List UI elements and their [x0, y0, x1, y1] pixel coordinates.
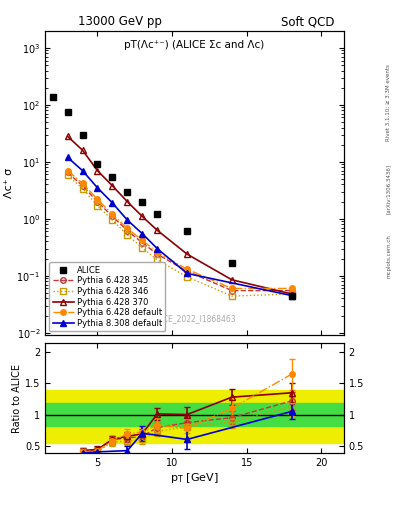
Text: Soft QCD: Soft QCD: [281, 15, 335, 28]
Text: [arXiv:1306.3436]: [arXiv:1306.3436]: [386, 164, 391, 215]
Text: ALICE_2022_I1868463: ALICE_2022_I1868463: [152, 314, 237, 323]
X-axis label: p$_\mathrm{T}$ [GeV]: p$_\mathrm{T}$ [GeV]: [170, 471, 219, 485]
Text: Rivet 3.1.10; ≥ 3.3M events: Rivet 3.1.10; ≥ 3.3M events: [386, 64, 391, 141]
Text: mcplots.cern.ch: mcplots.cern.ch: [386, 234, 391, 278]
Bar: [45, 403, 344, 426]
Bar: [45, 390, 344, 442]
Y-axis label: Λc⁺ σ: Λc⁺ σ: [4, 168, 14, 198]
Legend: ALICE, Pythia 6.428 345, Pythia 6.428 346, Pythia 6.428 370, Pythia 6.428 defaul: ALICE, Pythia 6.428 345, Pythia 6.428 34…: [50, 262, 165, 331]
Text: pT(Λc⁺⁻) (ALICE Σc and Λc): pT(Λc⁺⁻) (ALICE Σc and Λc): [125, 40, 264, 50]
Y-axis label: Ratio to ALICE: Ratio to ALICE: [12, 364, 22, 433]
Text: 13000 GeV pp: 13000 GeV pp: [78, 15, 162, 28]
